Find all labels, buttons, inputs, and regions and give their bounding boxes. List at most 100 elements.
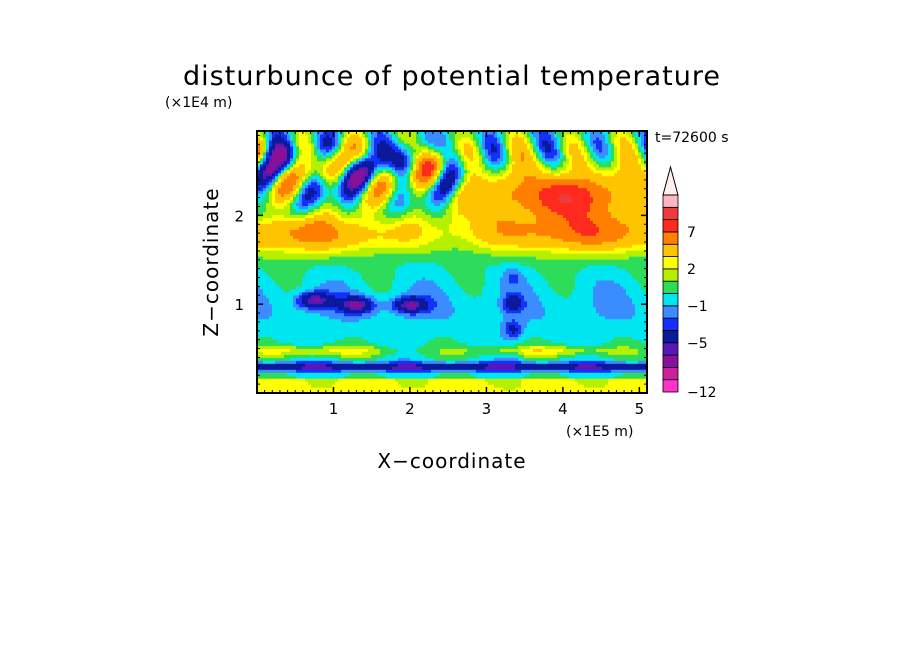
field-cell: [272, 235, 276, 239]
field-cell: [380, 223, 384, 227]
field-cell: [287, 211, 291, 215]
field-cell: [398, 348, 402, 352]
field-cell: [380, 333, 384, 338]
field-cell: [371, 148, 375, 153]
field-cell: [332, 381, 336, 385]
field-cell: [299, 387, 303, 391]
field-cell: [341, 390, 345, 393]
field-cell: [389, 309, 393, 314]
field-cell: [368, 327, 372, 332]
field-cell: [281, 345, 285, 349]
field-cell: [356, 342, 360, 346]
field-cell: [263, 142, 267, 147]
field-cell: [320, 196, 324, 201]
field-cell: [377, 288, 381, 293]
field-cell: [353, 333, 357, 338]
field-cell: [305, 214, 309, 218]
field-cell: [311, 205, 315, 210]
field-cell: [332, 259, 336, 263]
field-cell: [257, 205, 261, 210]
field-cell: [368, 163, 372, 168]
field-cell: [296, 160, 300, 165]
field-cell: [299, 151, 303, 156]
field-cell: [278, 151, 282, 156]
field-cell: [278, 187, 282, 192]
field-cell: [374, 354, 378, 358]
field-cell: [329, 196, 333, 201]
field-cell: [371, 235, 375, 239]
field-cell: [341, 160, 345, 165]
field-cell: [356, 199, 360, 204]
field-cell: [344, 315, 348, 320]
field-cell: [269, 360, 273, 364]
field-cell: [308, 279, 312, 284]
field-cell: [347, 324, 351, 329]
field-cell: [335, 276, 339, 281]
field-cell: [365, 294, 369, 299]
field-cell: [287, 354, 291, 358]
field-cell: [332, 220, 336, 224]
field-cell: [347, 223, 351, 227]
field-cell: [374, 190, 378, 195]
field-cell: [350, 250, 354, 254]
field-cell: [311, 226, 315, 230]
field-cell: [281, 250, 285, 254]
field-cell: [353, 267, 357, 272]
field-cell: [272, 229, 276, 233]
field-cell: [269, 387, 273, 391]
field-cell: [359, 196, 363, 201]
field-cell: [344, 309, 348, 314]
field-cell: [362, 288, 366, 293]
field-cell: [260, 270, 264, 275]
field-cell: [311, 262, 315, 266]
field-cell: [266, 181, 270, 186]
field-cell: [269, 205, 273, 210]
field-cell: [329, 193, 333, 198]
field-cell: [260, 324, 264, 329]
field-cell: [335, 223, 339, 227]
field-cell: [284, 363, 288, 367]
field-cell: [383, 223, 387, 227]
field-cell: [284, 339, 288, 343]
field-cell: [377, 256, 381, 260]
field-cell: [362, 256, 366, 260]
field-cell: [335, 202, 339, 207]
field-cell: [311, 273, 315, 278]
field-cell: [380, 336, 384, 341]
field-cell: [329, 378, 333, 382]
field-cell: [332, 181, 336, 186]
field-cell: [383, 321, 387, 326]
field-cell: [371, 259, 375, 263]
field-cell: [371, 154, 375, 159]
field-cell: [320, 360, 324, 364]
field-cell: [299, 351, 303, 355]
field-cell: [350, 270, 354, 275]
field-cell: [350, 264, 354, 269]
field-cell: [356, 315, 360, 320]
field-cell: [281, 256, 285, 260]
field-cell: [290, 366, 294, 370]
field-cell: [392, 226, 396, 230]
field-cell: [305, 217, 309, 221]
field-cell: [341, 351, 345, 355]
field-cell: [281, 381, 285, 385]
field-cell: [332, 303, 336, 308]
field-cell: [314, 247, 318, 251]
field-cell: [395, 184, 399, 189]
field-cell: [347, 241, 351, 245]
field-cell: [296, 294, 300, 299]
field-cell: [317, 133, 321, 138]
field-cell: [299, 196, 303, 201]
field-cell: [341, 229, 345, 233]
field-cell: [260, 145, 264, 150]
field-cell: [314, 169, 318, 174]
field-cell: [365, 196, 369, 201]
field-cell: [347, 276, 351, 281]
field-cell: [293, 369, 297, 373]
field-cell: [272, 351, 276, 355]
field-cell: [269, 184, 273, 189]
field-cell: [335, 241, 339, 245]
field-cell: [386, 381, 390, 385]
field-cell: [341, 282, 345, 287]
field-cell: [275, 172, 279, 177]
